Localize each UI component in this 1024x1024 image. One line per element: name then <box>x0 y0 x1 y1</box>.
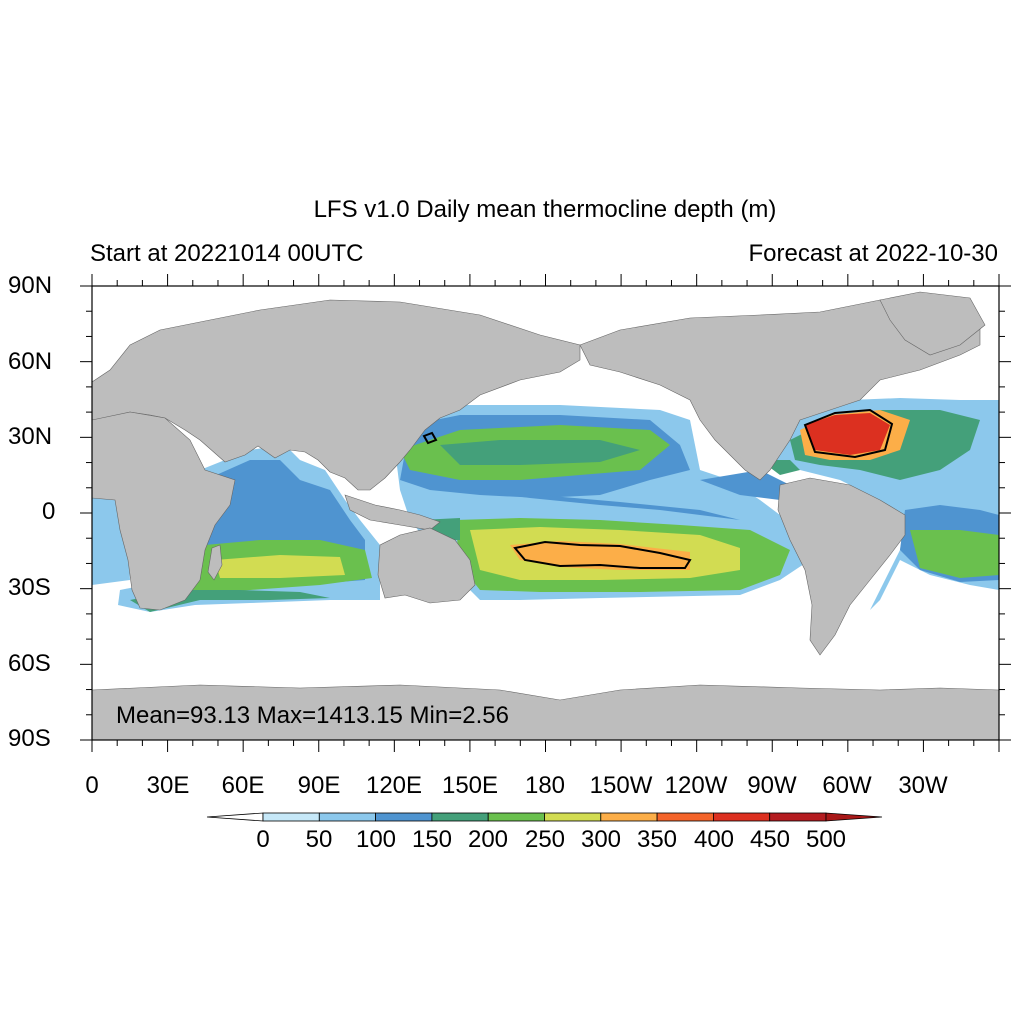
x-tick-label: 90W <box>747 772 797 799</box>
contour-lines <box>422 408 894 569</box>
statistics-label: Mean=93.13 Max=1413.15 Min=2.56 <box>116 702 509 729</box>
greenland <box>879 291 986 356</box>
madagascar <box>207 544 223 581</box>
indonesia <box>344 494 441 531</box>
x-tick-label: 30W <box>898 772 948 799</box>
contour-kuroshio <box>422 431 438 445</box>
y-tick-label: 60S <box>8 650 51 677</box>
colorbar-box <box>375 812 433 822</box>
x-tick-label: 180 <box>524 772 566 799</box>
colorbar-box <box>600 812 658 822</box>
colorbar-box <box>544 812 602 822</box>
colorbar-label: 50 <box>305 826 333 853</box>
australia <box>377 527 476 604</box>
contour-atlantic <box>803 408 894 459</box>
colorbar-label: 500 <box>805 826 847 853</box>
colorbar-left-triangle <box>206 812 264 822</box>
colorbar-label: 400 <box>693 826 735 853</box>
south-america <box>777 477 906 656</box>
colorbar-box <box>318 812 376 822</box>
colorbar-label: 350 <box>636 826 678 853</box>
x-tick-label: 60E <box>221 772 265 799</box>
x-tick-label: 120W <box>664 772 728 799</box>
colorbar-box <box>713 812 771 822</box>
colorbar-box <box>487 812 545 822</box>
x-tick-label: 60W <box>822 772 872 799</box>
axis-ticks <box>80 274 1011 752</box>
colorbar-label: 150 <box>411 826 453 853</box>
x-tick-label: 150E <box>441 772 499 799</box>
colorbar-right-triangle <box>825 812 883 822</box>
colorbar-box <box>431 812 489 822</box>
x-tick-label: 150W <box>589 772 653 799</box>
forecast-time-label: Forecast at 2022-10-30 <box>748 240 998 267</box>
start-time-label: Start at 20221014 00UTC <box>90 240 364 267</box>
colorbar-label: 0 <box>256 826 270 853</box>
colorbar <box>206 812 883 822</box>
y-tick-label: 30N <box>8 423 53 450</box>
x-tick-label: 120E <box>365 772 423 799</box>
y-tick-label: 90S <box>8 725 51 752</box>
eurasia <box>92 299 581 491</box>
colorbar-label: 450 <box>749 826 791 853</box>
x-tick-label: 30E <box>146 772 190 799</box>
y-tick-label: 0 <box>42 498 56 525</box>
y-tick-label: 60N <box>8 348 53 375</box>
colorbar-label: 250 <box>524 826 566 853</box>
x-tick-label: 90E <box>297 772 341 799</box>
colorbar-label: 300 <box>580 826 622 853</box>
colorbar-box <box>656 812 714 822</box>
x-tick-label: 0 <box>85 772 99 799</box>
antarctica <box>92 684 999 740</box>
land-masses <box>92 291 999 740</box>
colorbar-box <box>769 812 827 822</box>
y-tick-label: 30S <box>8 574 51 601</box>
contour-pacific <box>513 540 692 569</box>
map-title: LFS v1.0 Daily mean thermocline depth (m… <box>313 196 777 223</box>
colorbar-label: 200 <box>467 826 509 853</box>
colorbar-label: 100 <box>355 826 397 853</box>
thermocline-field <box>92 398 999 612</box>
colorbar-box <box>262 812 320 822</box>
y-tick-label: 90N <box>8 272 53 299</box>
north-america <box>579 299 981 481</box>
africa <box>92 411 236 611</box>
